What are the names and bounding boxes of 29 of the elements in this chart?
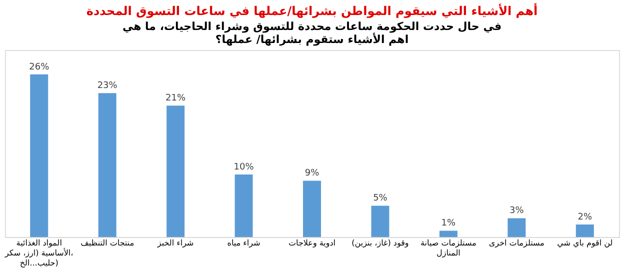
bar bbox=[98, 93, 116, 237]
x-tick-label: شراء مياه bbox=[227, 238, 261, 248]
x-tick-label: شراء الخبز bbox=[156, 238, 194, 248]
data-label: 26% bbox=[29, 62, 50, 72]
bar bbox=[30, 74, 48, 237]
x-tick-label: مستلزمات اخرى bbox=[488, 238, 544, 248]
data-label: 5% bbox=[373, 194, 388, 204]
bar bbox=[303, 180, 321, 237]
data-label: 1% bbox=[441, 218, 456, 229]
data-label: 23% bbox=[97, 81, 118, 92]
data-label: 2% bbox=[578, 212, 592, 222]
bar bbox=[234, 174, 253, 237]
bar bbox=[166, 106, 185, 237]
x-tick-label: مستلزمات صيانة المنازل bbox=[420, 238, 476, 258]
bar bbox=[371, 206, 390, 237]
data-label: 21% bbox=[166, 94, 186, 104]
chart-title: أهم الأشياء التي سيقوم المواطن بشرائها/عملها في ساعات التسوق المحددة bbox=[86, 3, 538, 18]
x-tick-label: لن اقوم باي شي bbox=[557, 238, 613, 248]
chart-subtitle: في حال حددت الحكومة ساعات محددة للتسوق وشراء الحاجيات، ما هي اهم الأشياء ستقوم بشرائها/ عملها؟ bbox=[122, 20, 502, 46]
data-label: 3% bbox=[510, 206, 524, 216]
bar bbox=[508, 218, 526, 237]
x-tick-label: منتجات التنظيف bbox=[80, 238, 134, 248]
bar bbox=[576, 224, 594, 237]
x-tick-label: ادوية وعلاجات bbox=[288, 238, 336, 248]
x-tick-label: وقود (غاز، بنزين) bbox=[352, 238, 409, 248]
data-label: 9% bbox=[304, 168, 320, 179]
bar bbox=[439, 230, 458, 237]
x-tick-label: المواد الغذائية الأساسية (ارز، سكر، حليب...الخ) bbox=[4, 238, 74, 268]
data-label: 10% bbox=[234, 162, 254, 172]
